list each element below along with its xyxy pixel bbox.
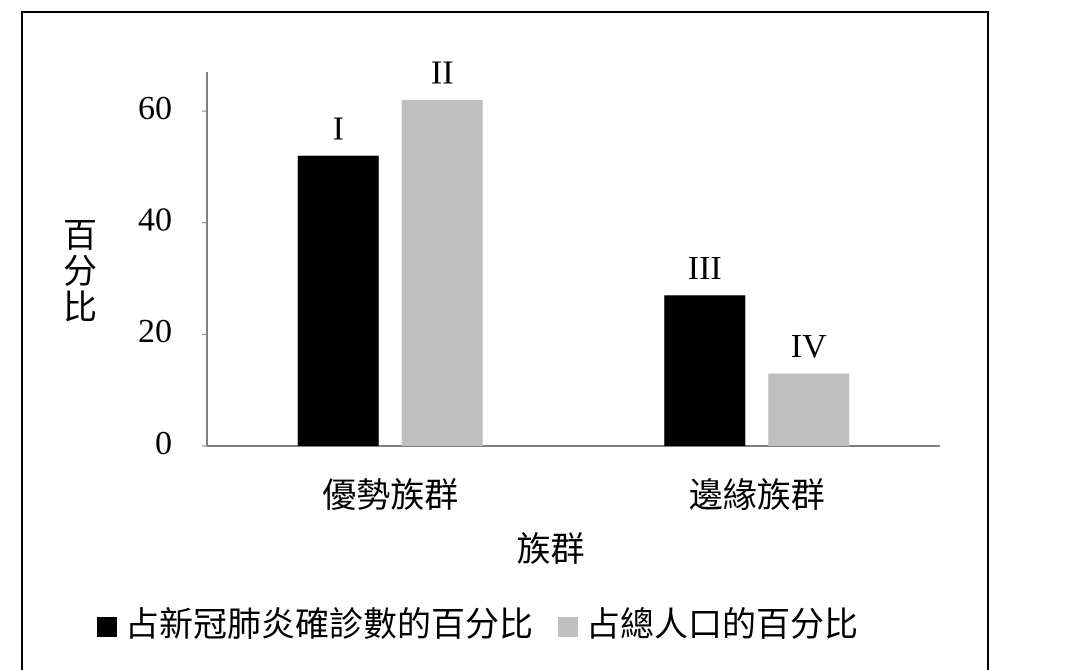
bar-label: II <box>431 55 454 92</box>
legend-swatch <box>97 617 117 637</box>
y-tick-label: 20 <box>138 313 172 350</box>
y-axis-title: 百分比 <box>63 218 97 327</box>
bar <box>297 155 379 447</box>
bar-label: I <box>333 111 344 148</box>
legend-label: 占總人口的百分比 <box>586 606 858 644</box>
legend-label: 占新冠肺炎確診數的百分比 <box>125 606 533 644</box>
y-tick-label: 60 <box>138 90 172 127</box>
bar <box>401 99 483 446</box>
legend-swatch <box>558 617 578 637</box>
x-axis-title: 族群 <box>517 531 585 569</box>
x-tick-label: 邊緣族群 <box>689 477 825 515</box>
y-tick-label: 0 <box>155 425 172 462</box>
chart-frame <box>21 11 989 670</box>
x-tick-label: 優勢族群 <box>322 477 458 515</box>
bar <box>664 295 746 446</box>
y-tick-label: 40 <box>138 202 172 239</box>
bar-label: IV <box>791 328 827 365</box>
bar-label: III <box>688 250 722 287</box>
bar <box>768 373 850 446</box>
